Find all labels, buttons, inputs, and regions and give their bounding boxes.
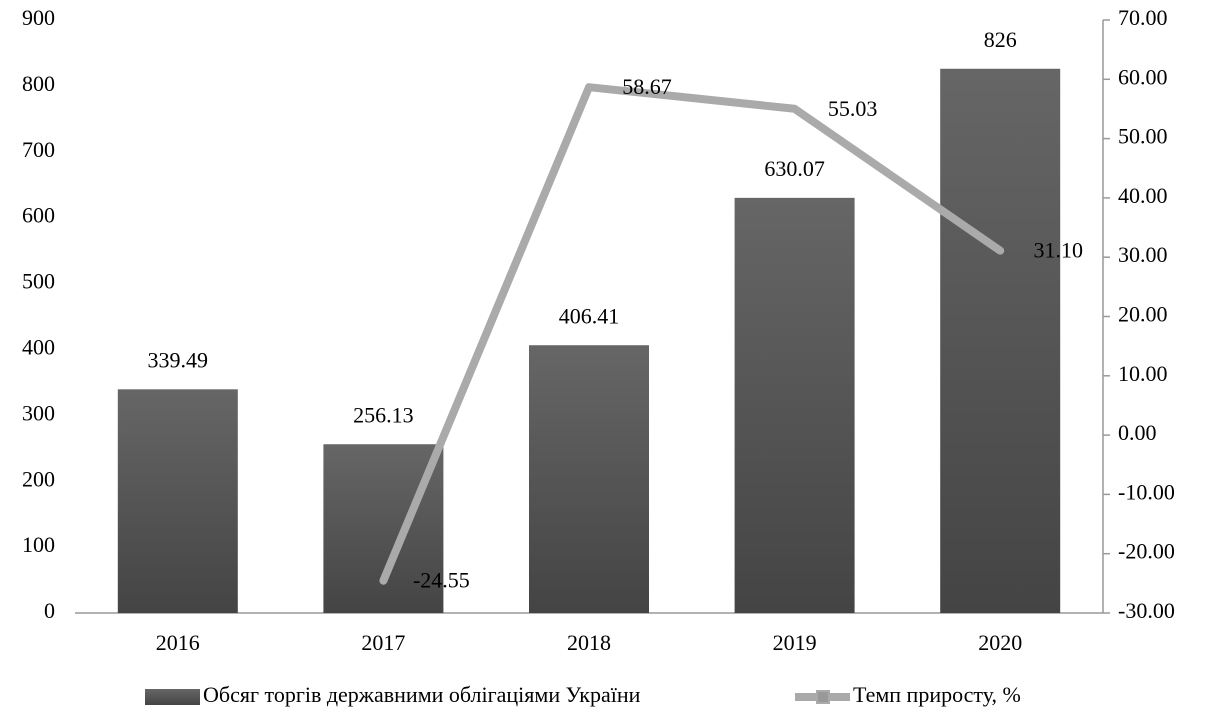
y-tick-label: 200 <box>22 466 55 491</box>
bar-value-label: 339.49 <box>148 347 209 372</box>
bar <box>940 68 1061 614</box>
y-tick-label: 700 <box>22 137 55 162</box>
y-tick-label: 800 <box>22 71 55 96</box>
line-value-label: 31.10 <box>1033 238 1083 263</box>
y2-tick-label: 60.00 <box>1118 64 1168 89</box>
bar <box>529 345 649 613</box>
bar-value-label: 826 <box>984 27 1017 52</box>
y2-tick-label: 70.00 <box>1118 5 1168 30</box>
y2-tick-label: 20.00 <box>1118 302 1168 327</box>
y-tick-label: 600 <box>22 203 55 228</box>
y2-tick-label: 50.00 <box>1118 124 1168 149</box>
bar <box>734 197 855 613</box>
bar-value-label: 256.13 <box>353 402 414 427</box>
bar-value-label: 406.41 <box>559 303 620 328</box>
legend-label: Темп приросту, % <box>853 682 1021 707</box>
line <box>379 83 1005 585</box>
y-tick-label: 500 <box>22 269 55 294</box>
x-tick-label: 2018 <box>567 630 611 655</box>
legend-swatch <box>145 689 200 705</box>
y2-tick-label: -30.00 <box>1118 598 1175 623</box>
y-tick-label: 300 <box>22 400 55 425</box>
x-tick-label: 2016 <box>156 630 200 655</box>
y2-tick-label: 30.00 <box>1118 242 1168 267</box>
bar <box>323 444 444 613</box>
y2-tick-label: 40.00 <box>1118 183 1168 208</box>
x-tick-label: 2017 <box>361 630 405 655</box>
y-tick-label: 100 <box>22 532 55 557</box>
y2-tick-label: -10.00 <box>1118 479 1175 504</box>
line-value-label: -24.55 <box>413 568 470 593</box>
line-value-label: 55.03 <box>828 96 878 121</box>
line-value-label: 58.67 <box>622 74 672 99</box>
legend-label: Обсяг торгів державними облігаціями Укра… <box>203 682 641 707</box>
y-tick-label: 400 <box>22 334 55 359</box>
y2-tick-label: 10.00 <box>1118 361 1168 386</box>
bar <box>117 389 238 613</box>
x-tick-label: 2020 <box>978 630 1022 655</box>
bar-value-label: 630.07 <box>764 156 825 181</box>
x-tick-label: 2019 <box>773 630 817 655</box>
y-tick-label: 900 <box>22 5 55 30</box>
y2-tick-label: -20.00 <box>1118 539 1175 564</box>
y-tick-label: 0 <box>44 598 55 623</box>
y2-tick-label: 0.00 <box>1118 420 1157 445</box>
legend-marker <box>816 690 830 704</box>
